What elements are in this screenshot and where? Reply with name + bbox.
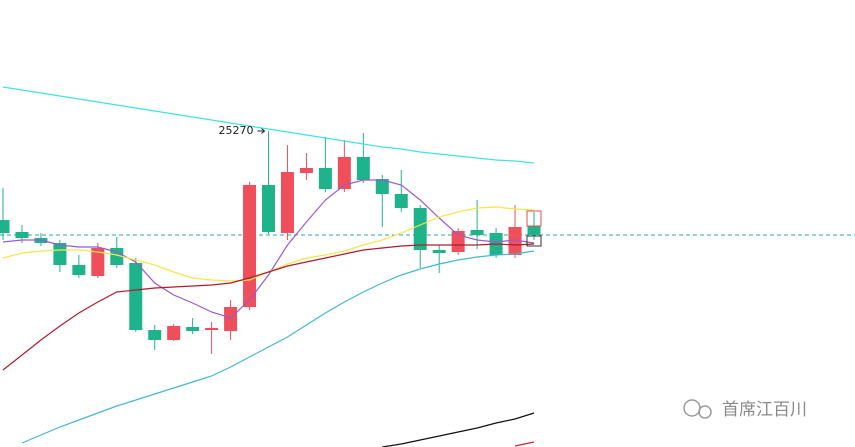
candle-body bbox=[356, 157, 370, 180]
candle-body bbox=[110, 248, 124, 265]
candle-body bbox=[413, 208, 427, 250]
candle-body bbox=[394, 194, 408, 208]
candle-body bbox=[318, 168, 332, 189]
candle-body bbox=[15, 232, 29, 238]
candle-body bbox=[148, 330, 162, 340]
watermark: 首席江百川 bbox=[683, 399, 807, 420]
watermark-text: 首席江百川 bbox=[722, 400, 807, 420]
candle-body bbox=[243, 185, 257, 307]
annotation: 25270 bbox=[219, 124, 254, 137]
ma-line bbox=[2, 243, 535, 371]
highlight-box bbox=[526, 210, 542, 227]
candle-body bbox=[205, 328, 219, 330]
candle-body bbox=[186, 327, 200, 331]
candle-body bbox=[91, 248, 105, 276]
candle-body bbox=[72, 265, 86, 275]
candle-body bbox=[375, 179, 389, 194]
candle-body bbox=[299, 168, 313, 173]
ma-line bbox=[21, 250, 535, 444]
ma-line bbox=[514, 441, 535, 447]
candle-body bbox=[262, 185, 275, 232]
ma-line bbox=[382, 412, 535, 447]
candle-body bbox=[527, 226, 541, 235]
ma-line bbox=[2, 179, 535, 319]
candle-body bbox=[224, 307, 238, 331]
candle-body bbox=[280, 172, 294, 233]
highlight-box bbox=[526, 235, 542, 247]
annotation-arrow bbox=[257, 128, 266, 134]
candle-body bbox=[337, 157, 351, 189]
candle-body bbox=[0, 220, 10, 233]
candle-body bbox=[167, 326, 181, 340]
candle-body bbox=[451, 231, 465, 252]
watermark-icon bbox=[698, 405, 712, 419]
candle-body bbox=[470, 230, 484, 235]
candle-body bbox=[432, 250, 446, 253]
candle-body bbox=[508, 227, 522, 255]
candle-body bbox=[129, 263, 143, 330]
ma-line bbox=[2, 86, 535, 164]
candle-body bbox=[53, 243, 67, 265]
